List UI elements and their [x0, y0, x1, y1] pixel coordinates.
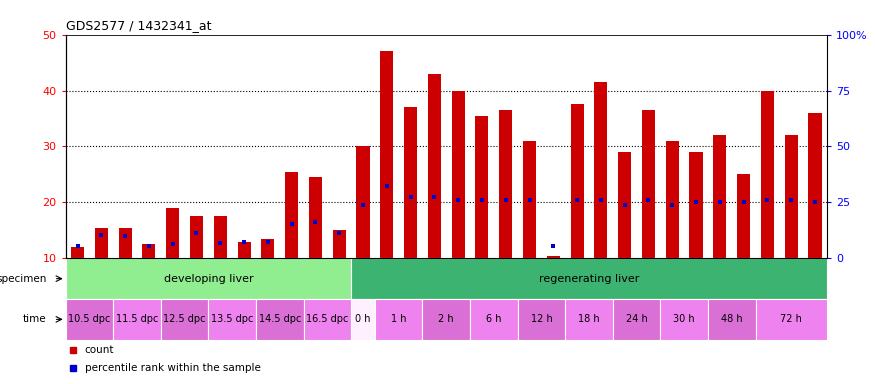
- Text: percentile rank within the sample: percentile rank within the sample: [85, 363, 261, 373]
- Bar: [374, 299, 423, 340]
- Text: regenerating liver: regenerating liver: [539, 274, 639, 284]
- Text: 24 h: 24 h: [626, 314, 648, 324]
- Bar: [71, 247, 84, 258]
- Bar: [565, 299, 612, 340]
- Text: 13.5 dpc: 13.5 dpc: [211, 314, 254, 324]
- Text: specimen: specimen: [0, 274, 46, 284]
- Text: 0 h: 0 h: [355, 314, 371, 324]
- Text: 2 h: 2 h: [438, 314, 454, 324]
- Text: time: time: [23, 314, 46, 324]
- Text: count: count: [85, 345, 114, 355]
- Bar: [356, 146, 369, 258]
- Bar: [208, 299, 256, 340]
- Bar: [285, 172, 298, 258]
- Bar: [381, 51, 394, 258]
- Text: 18 h: 18 h: [578, 314, 599, 324]
- Bar: [113, 299, 161, 340]
- Bar: [470, 299, 518, 340]
- Bar: [808, 113, 822, 258]
- Bar: [190, 216, 203, 258]
- Bar: [332, 230, 346, 258]
- Text: 14.5 dpc: 14.5 dpc: [258, 314, 301, 324]
- Bar: [161, 299, 208, 340]
- Bar: [256, 299, 304, 340]
- Bar: [428, 74, 441, 258]
- Bar: [612, 299, 661, 340]
- Bar: [237, 242, 250, 258]
- Bar: [708, 299, 755, 340]
- Bar: [594, 82, 607, 258]
- Text: 10.5 dpc: 10.5 dpc: [68, 314, 110, 324]
- Bar: [661, 299, 708, 340]
- Bar: [404, 107, 417, 258]
- Bar: [309, 177, 322, 258]
- Bar: [737, 174, 750, 258]
- Bar: [351, 299, 374, 340]
- Bar: [94, 228, 108, 258]
- Bar: [262, 239, 275, 258]
- Text: 48 h: 48 h: [721, 314, 743, 324]
- Bar: [304, 299, 351, 340]
- Bar: [523, 141, 536, 258]
- Text: GDS2577 / 1432341_at: GDS2577 / 1432341_at: [66, 19, 211, 32]
- Bar: [713, 135, 726, 258]
- Bar: [518, 299, 565, 340]
- Text: 16.5 dpc: 16.5 dpc: [306, 314, 348, 324]
- Text: 11.5 dpc: 11.5 dpc: [116, 314, 158, 324]
- Bar: [547, 255, 560, 258]
- Bar: [118, 228, 131, 258]
- Bar: [499, 110, 512, 258]
- Bar: [166, 208, 179, 258]
- Bar: [666, 141, 679, 258]
- Bar: [570, 104, 584, 258]
- Bar: [143, 244, 156, 258]
- Bar: [642, 110, 655, 258]
- Text: 1 h: 1 h: [391, 314, 406, 324]
- Text: 30 h: 30 h: [674, 314, 695, 324]
- Bar: [475, 116, 488, 258]
- Bar: [214, 216, 227, 258]
- Text: 12.5 dpc: 12.5 dpc: [164, 314, 206, 324]
- Text: 12 h: 12 h: [530, 314, 552, 324]
- Bar: [618, 152, 631, 258]
- Bar: [452, 91, 465, 258]
- Text: 6 h: 6 h: [487, 314, 501, 324]
- Text: developing liver: developing liver: [164, 274, 253, 284]
- Bar: [423, 299, 470, 340]
- Bar: [755, 299, 827, 340]
- Bar: [761, 91, 774, 258]
- Bar: [351, 258, 827, 299]
- Bar: [785, 135, 798, 258]
- Bar: [690, 152, 703, 258]
- Bar: [66, 258, 351, 299]
- Text: 72 h: 72 h: [780, 314, 802, 324]
- Bar: [66, 299, 113, 340]
